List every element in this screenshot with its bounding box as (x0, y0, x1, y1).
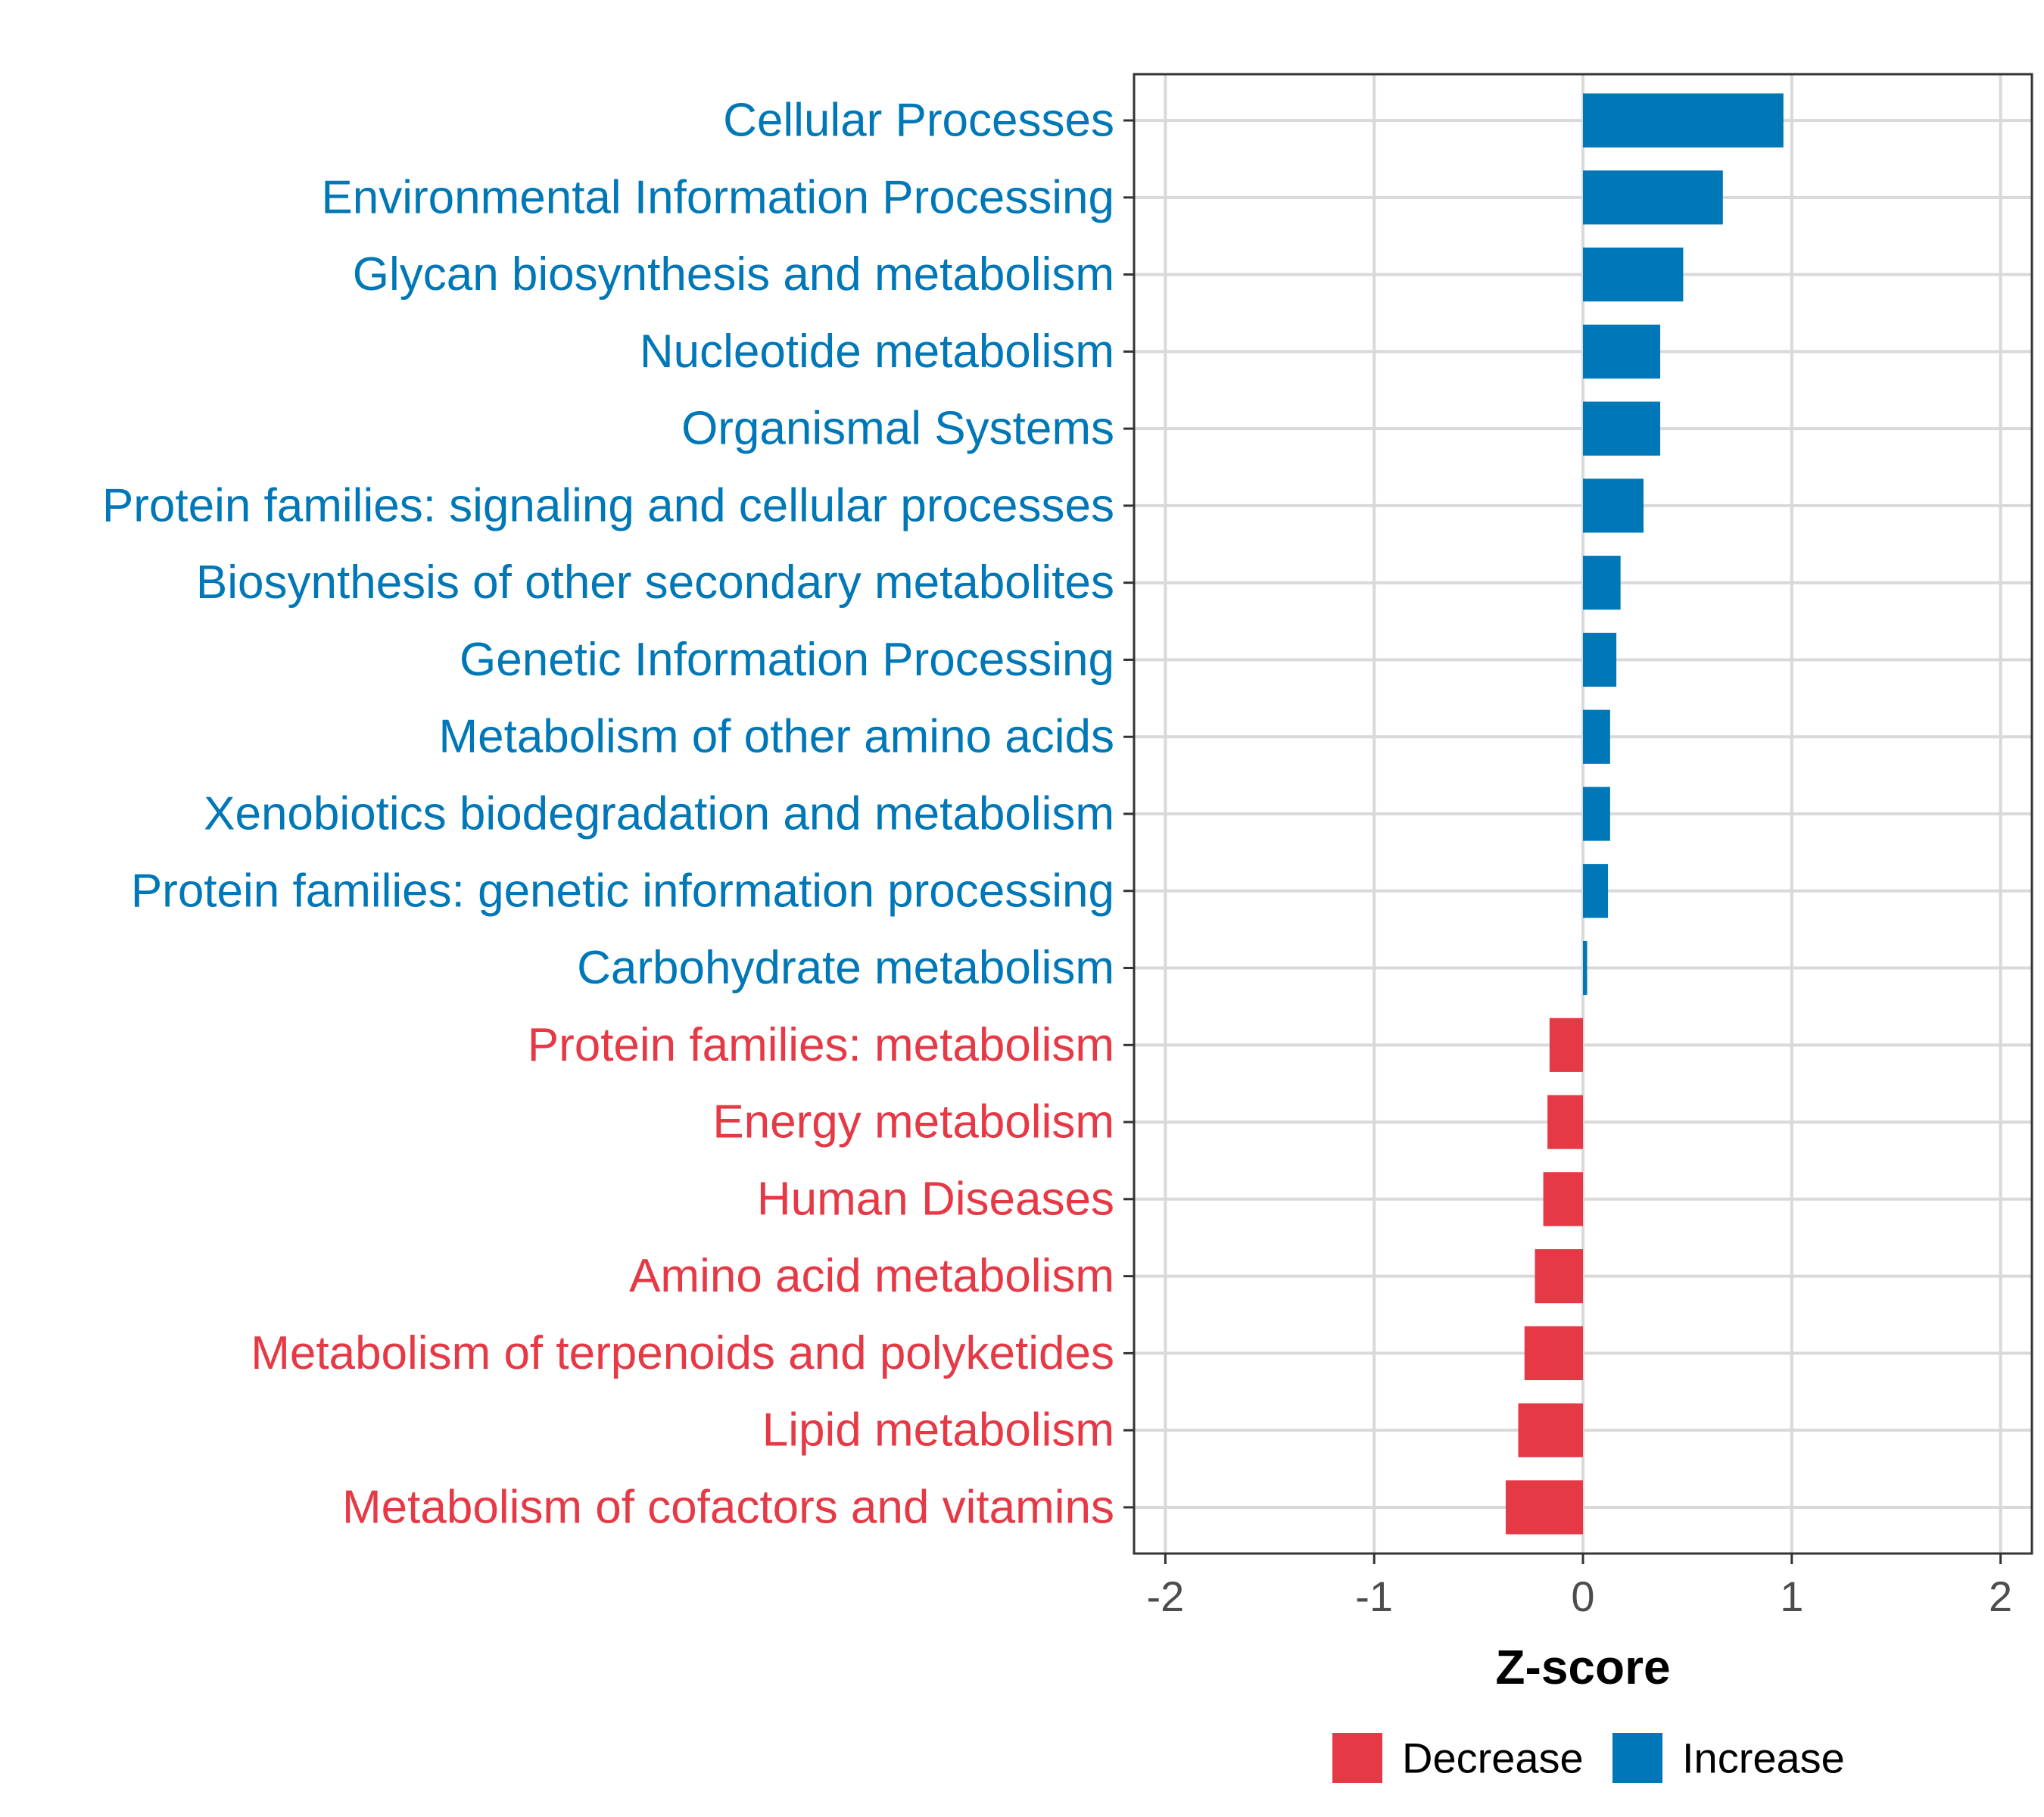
bar (1543, 1172, 1583, 1226)
x-axis-tick-labels: -2 -1 0 1 2 (1146, 1572, 2012, 1620)
x-tick-label: 2 (1989, 1572, 2012, 1620)
bar (1549, 1018, 1583, 1072)
y-category-label: Nucleotide metabolism (640, 326, 1114, 378)
y-category-label: Glycan biosynthesis and metabolism (353, 248, 1114, 301)
x-axis-title: Z-score (1495, 1640, 1670, 1694)
bar (1583, 632, 1617, 687)
legend-swatch (1332, 1733, 1382, 1783)
y-category-label: Genetic Information Processing (460, 634, 1114, 686)
bar (1583, 93, 1784, 148)
bar (1583, 709, 1610, 764)
x-tick-label: 1 (1780, 1572, 1803, 1620)
legend-label: Increase (1682, 1734, 1845, 1782)
bar (1583, 787, 1610, 841)
legend-swatch (1612, 1733, 1662, 1783)
bar (1583, 940, 1588, 996)
bar (1583, 478, 1644, 533)
x-tick-label: -2 (1146, 1572, 1184, 1620)
x-axis-ticks (1164, 1554, 2002, 1564)
y-category-label: Cellular Processes (723, 95, 1114, 147)
bar (1535, 1249, 1583, 1304)
y-category-label: Lipid metabolism (762, 1404, 1114, 1457)
y-category-label: Organismal Systems (681, 403, 1114, 455)
bar (1583, 401, 1661, 456)
x-tick-label: -1 (1355, 1572, 1393, 1620)
y-category-label: Metabolism of terpenoids and polyketides (251, 1327, 1114, 1379)
bar (1583, 864, 1609, 918)
y-category-label: Metabolism of other amino acids (438, 711, 1114, 763)
bars (1505, 93, 1784, 1535)
y-category-label: Environmental Information Processing (321, 171, 1114, 223)
y-category-label: Human Diseases (757, 1173, 1114, 1225)
y-category-label: Biosynthesis of other secondary metaboli… (196, 556, 1114, 609)
y-category-label: Protein families: genetic information pr… (131, 865, 1114, 917)
bar (1547, 1095, 1583, 1149)
bar (1583, 324, 1661, 379)
legend-label: Decrease (1402, 1734, 1584, 1782)
y-axis-ticks (1123, 119, 1134, 1509)
y-axis-category-labels: Cellular Processes Environmental Informat… (102, 95, 1114, 1534)
y-category-label: Carbohydrate metabolism (577, 942, 1114, 994)
y-category-label: Energy metabolism (712, 1096, 1114, 1148)
y-category-label: Amino acid metabolism (629, 1250, 1114, 1302)
bar (1518, 1403, 1583, 1457)
y-category-label: Protein families: signaling and cellular… (102, 479, 1114, 531)
bar (1583, 170, 1723, 225)
y-category-label: Metabolism of cofactors and vitamins (342, 1481, 1114, 1533)
bar (1524, 1326, 1583, 1381)
y-category-label: Xenobiotics biodegradation and metabolis… (204, 788, 1114, 840)
bar (1583, 247, 1684, 302)
x-tick-label: 0 (1571, 1572, 1594, 1620)
bar (1505, 1480, 1583, 1535)
bar (1583, 556, 1621, 610)
y-category-label: Protein families: metabolism (528, 1019, 1114, 1071)
legend: Decrease Increase (1332, 1733, 1845, 1783)
